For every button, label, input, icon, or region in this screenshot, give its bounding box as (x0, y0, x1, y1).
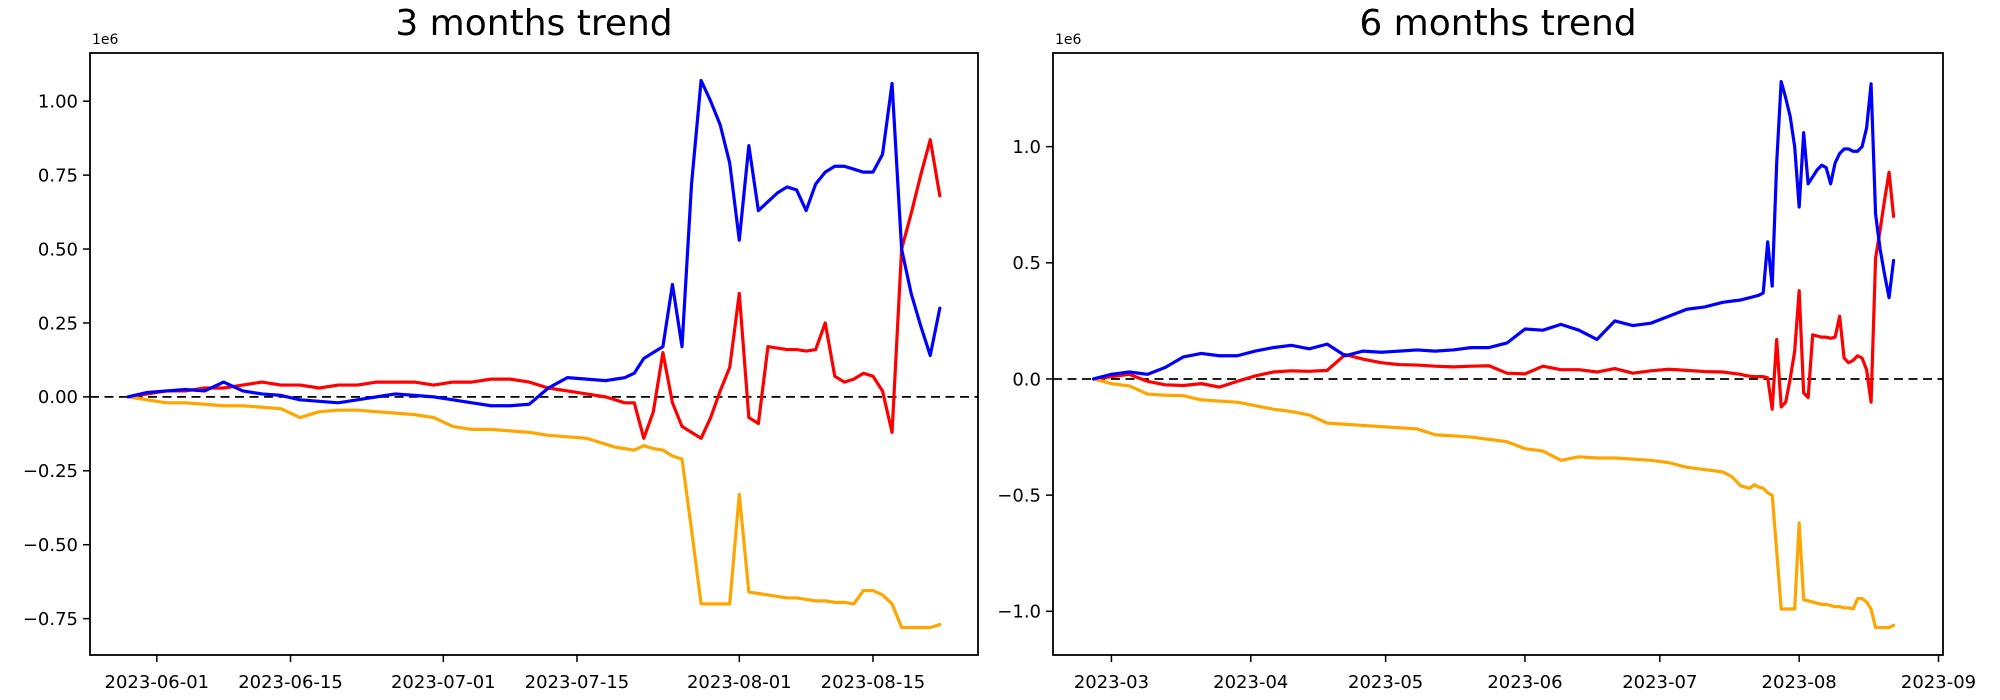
y-tick-label: −0.5 (997, 485, 1041, 506)
x-tick-label: 2023-05 (1348, 672, 1423, 693)
y-tick-label: 0.0 (1012, 369, 1041, 390)
series-line-red-series (126, 138, 942, 440)
chart-title-6-months: 6 months trend (1359, 3, 1637, 44)
x-tick-label: 2023-06 (1487, 672, 1562, 693)
y-tick-label: 0.5 (1012, 253, 1041, 274)
x-tick-label: 2023-08-15 (821, 672, 926, 693)
y-tick-label: 1.0 (1012, 137, 1041, 158)
y-tick-label: −0.25 (23, 461, 78, 482)
series-line-blue-series (1091, 79, 1896, 381)
y-tick-label: −0.75 (23, 609, 78, 630)
y-tick-label: 0.50 (38, 239, 78, 260)
y-axis-scale-offset-right: 1e6 (1055, 32, 1082, 48)
x-tick-label: 2023-03 (1074, 672, 1149, 693)
x-tick-label: 2023-06-01 (105, 672, 210, 693)
axes-spine (89, 52, 979, 656)
y-tick-label: 0.75 (38, 165, 78, 186)
series-line-red-series (1091, 170, 1896, 411)
x-tick-label: 2023-06-15 (238, 672, 343, 693)
x-tick-label: 2023-04 (1213, 672, 1288, 693)
series-line-orange-series (1091, 377, 1896, 630)
x-tick-label: 2023-07-15 (525, 672, 630, 693)
series-line-orange-series (126, 395, 942, 630)
axes-spine (1052, 52, 1944, 656)
y-tick-label: −0.50 (23, 535, 78, 556)
x-tick-label: 2023-07-01 (391, 672, 496, 693)
series-line-blue-series (126, 78, 942, 408)
y-tick-label: 0.00 (38, 387, 78, 408)
y-axis-scale-offset-left: 1e6 (92, 32, 119, 48)
chart-title-3-months: 3 months trend (395, 3, 673, 44)
y-tick-label: 0.25 (38, 313, 78, 334)
x-tick-label: 2023-07 (1622, 672, 1697, 693)
y-tick-label: 1.00 (38, 91, 78, 112)
x-tick-label: 2023-08 (1762, 672, 1837, 693)
y-tick-label: −1.0 (997, 602, 1041, 623)
x-tick-label: 2023-08-01 (687, 672, 792, 693)
x-tick-label: 2023-09 (1901, 672, 1976, 693)
